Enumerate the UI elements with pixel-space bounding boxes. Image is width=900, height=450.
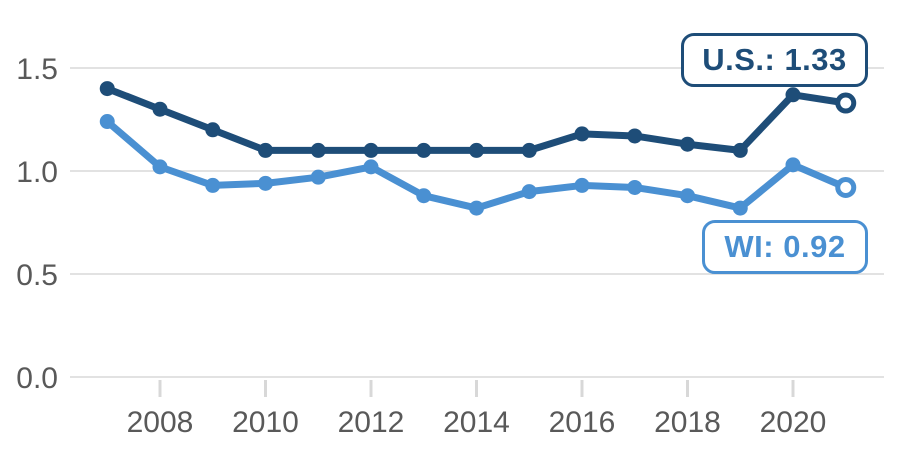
series-point xyxy=(152,159,168,175)
series-point xyxy=(574,126,590,142)
x-tick-label: 2014 xyxy=(443,406,510,439)
y-tick-label: 0.5 xyxy=(16,259,58,292)
series-point xyxy=(99,114,115,130)
series-point xyxy=(416,142,432,158)
series-point xyxy=(521,184,537,200)
series-point xyxy=(416,188,432,204)
y-tick-label: 1.5 xyxy=(16,53,58,86)
series-point xyxy=(627,128,643,144)
us-value-callout: U.S.: 1.33 xyxy=(681,33,868,87)
series-point xyxy=(310,142,326,158)
series-point xyxy=(680,188,695,204)
y-tick-label: 0.0 xyxy=(16,362,58,395)
series-point xyxy=(732,200,748,216)
x-tick-label: 2008 xyxy=(127,406,194,439)
series-point xyxy=(785,87,801,103)
series-point xyxy=(258,175,273,191)
series-point xyxy=(627,179,643,195)
wi-value-label: WI: 0.92 xyxy=(724,229,846,264)
series-point xyxy=(310,169,326,185)
y-tick-label: 1.0 xyxy=(16,156,58,189)
series-point xyxy=(469,200,484,216)
series-point xyxy=(680,136,695,152)
series-point xyxy=(521,142,537,158)
series-point xyxy=(363,159,379,175)
series-point xyxy=(258,142,273,158)
series-point xyxy=(152,101,168,117)
us-value-label: U.S.: 1.33 xyxy=(702,42,847,77)
series-point xyxy=(205,177,221,193)
x-tick-label: 2012 xyxy=(338,406,405,439)
x-tick-label: 2018 xyxy=(654,406,721,439)
series-point xyxy=(99,81,115,97)
series-endpoint-marker xyxy=(835,176,857,198)
series-point xyxy=(574,177,590,193)
series-point xyxy=(363,142,379,158)
wi-value-callout: WI: 0.92 xyxy=(702,220,868,274)
series-point xyxy=(469,142,484,158)
x-tick-label: 2020 xyxy=(760,406,827,439)
series-point xyxy=(785,157,801,173)
series-point xyxy=(205,122,221,138)
x-tick-label: 2016 xyxy=(549,406,616,439)
series-line-us xyxy=(103,85,850,154)
series-point xyxy=(732,142,748,158)
x-tick-label: 2010 xyxy=(232,406,299,439)
series-endpoint-marker xyxy=(835,92,857,114)
